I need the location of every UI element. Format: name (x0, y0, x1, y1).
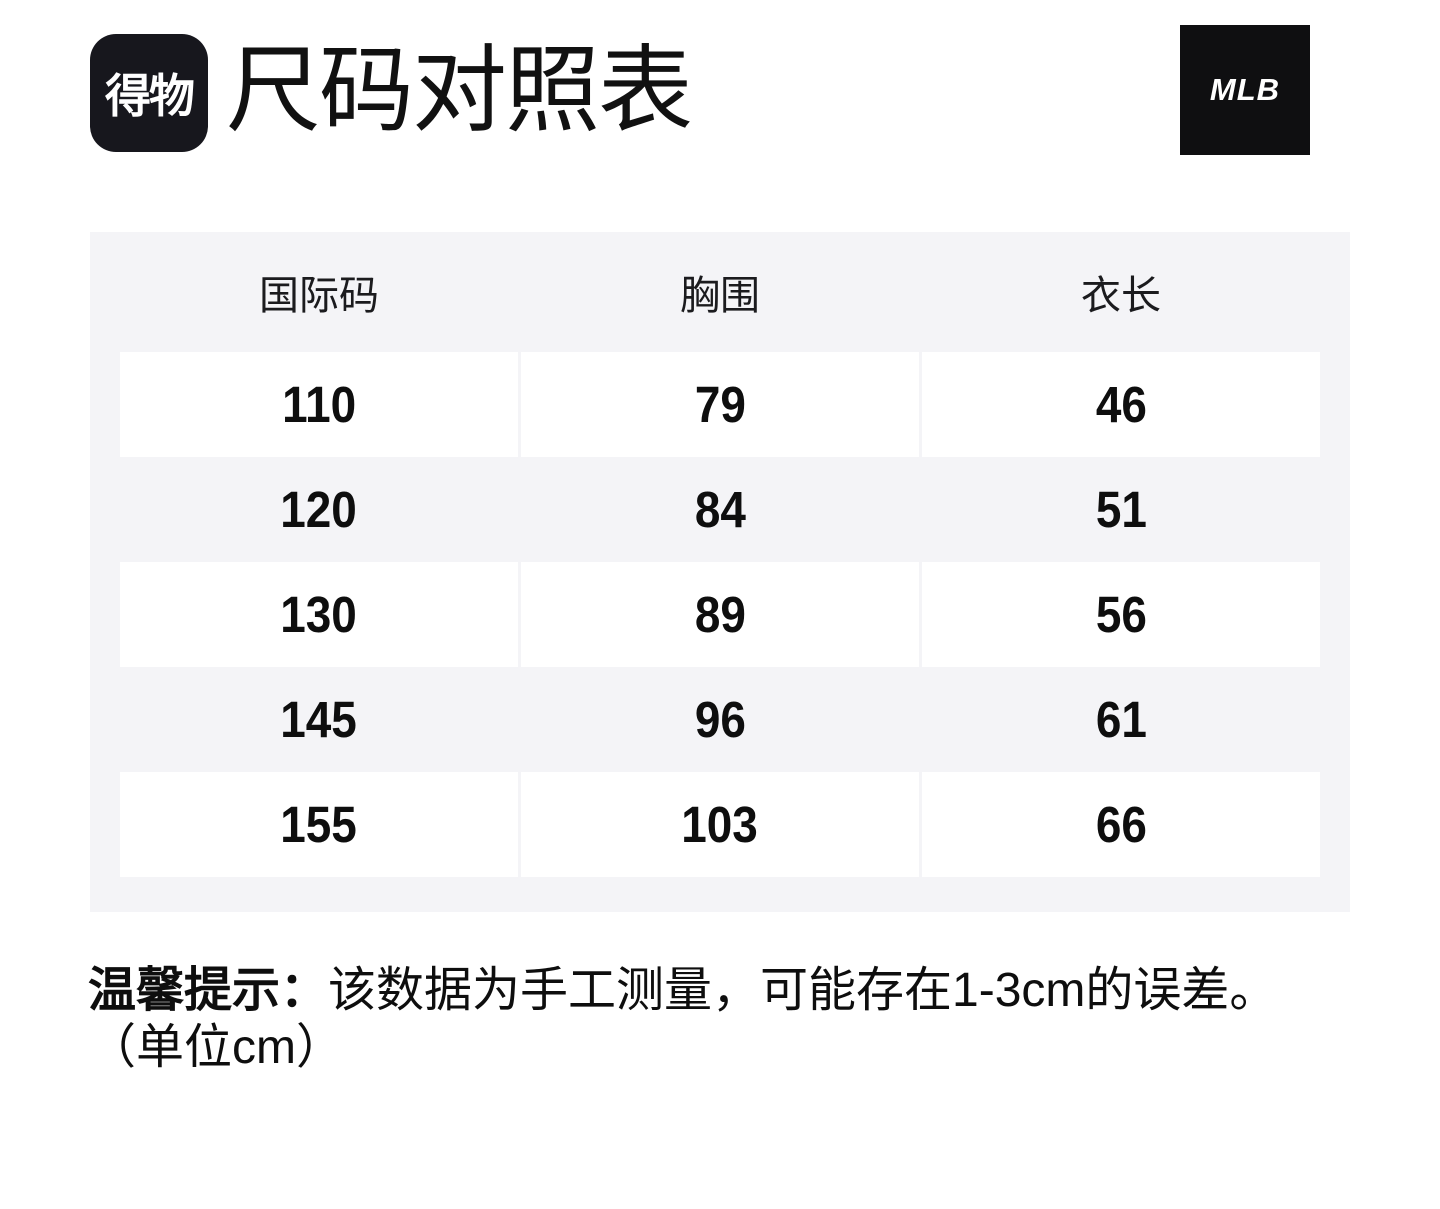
cell-value: 130 (280, 586, 358, 643)
mlb-brand-logo: MLB (1180, 25, 1310, 155)
size-table-header-row: 国际码 胸围 衣长 (120, 232, 1320, 352)
cell-value: 46 (1095, 376, 1147, 433)
cell-value: 120 (280, 481, 358, 538)
note-label: 温馨提示： (88, 964, 329, 1017)
measurement-note: 温馨提示：该数据为手工测量，可能存在1-3cm的误差。 （单位cm） (88, 962, 1388, 1076)
page-title: 尺码对照表 (226, 38, 693, 144)
table-cell: 56 (922, 562, 1320, 667)
column-header-length: 衣长 (1081, 274, 1161, 318)
table-row: 130 89 56 (120, 562, 1320, 667)
cell-value: 155 (280, 796, 358, 853)
size-table: 国际码 胸围 衣长 110 79 46 120 84 51 130 89 56 … (90, 232, 1350, 912)
table-row: 155 103 66 (120, 772, 1320, 877)
column-header-international-size: 国际码 (259, 274, 379, 318)
table-cell: 103 (521, 772, 919, 877)
table-cell: 96 (521, 667, 919, 772)
table-cell: 61 (922, 667, 1320, 772)
table-cell: 155 (120, 772, 518, 877)
table-cell: 46 (922, 352, 1320, 457)
cell-value: 51 (1095, 481, 1147, 538)
column-header-chest: 胸围 (680, 274, 760, 318)
cell-value: 96 (694, 691, 746, 748)
table-cell: 110 (120, 352, 518, 457)
table-cell: 84 (521, 457, 919, 562)
cell-value: 103 (681, 796, 759, 853)
cell-value: 56 (1095, 586, 1147, 643)
note-text: 该数据为手工测量，可能存在1-3cm的误差。 (328, 964, 1278, 1017)
cell-value: 89 (694, 586, 746, 643)
table-cell: 79 (521, 352, 919, 457)
cell-value: 145 (280, 691, 358, 748)
table-cell: 145 (120, 667, 518, 772)
table-cell: 66 (922, 772, 1320, 877)
table-cell: 89 (521, 562, 919, 667)
dewu-app-logo: 得物 (90, 34, 208, 152)
table-row: 110 79 46 (120, 352, 1320, 457)
table-cell: 120 (120, 457, 518, 562)
cell-value: 110 (281, 376, 357, 433)
mlb-logo-text: MLB (1209, 72, 1281, 107)
table-cell: 130 (120, 562, 518, 667)
cell-value: 79 (694, 376, 746, 433)
cell-value: 61 (1095, 691, 1147, 748)
cell-value: 84 (694, 481, 746, 538)
dewu-logo-text: 得物 (105, 70, 195, 122)
table-row: 120 84 51 (120, 457, 1320, 562)
note-unit: （单位cm） (88, 1021, 344, 1074)
table-cell: 51 (922, 457, 1320, 562)
cell-value: 66 (1095, 796, 1147, 853)
table-row: 145 96 61 (120, 667, 1320, 772)
